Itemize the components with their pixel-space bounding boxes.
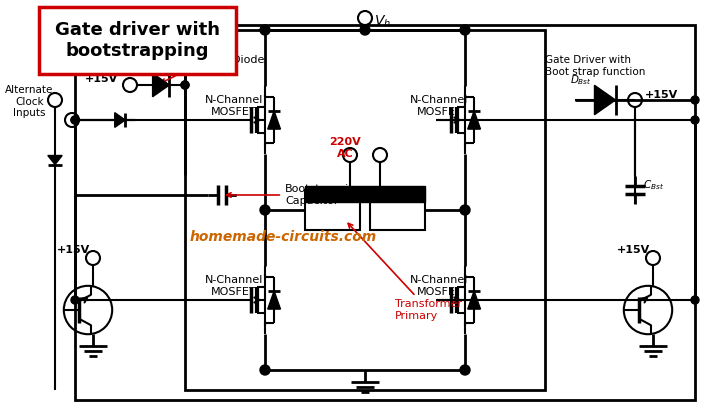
Bar (305, 186, 425, 202)
Bar (370, 190, 425, 230)
Circle shape (260, 365, 270, 375)
Text: N-Channel
MOSFET: N-Channel MOSFET (410, 95, 469, 116)
Text: N-Channel
MOSFET: N-Channel MOSFET (205, 275, 263, 297)
Text: $C_{Bst}$: $C_{Bst}$ (643, 178, 664, 192)
Polygon shape (115, 113, 125, 127)
Circle shape (691, 116, 699, 124)
Text: +15V: +15V (645, 90, 678, 100)
Text: $V_h$: $V_h$ (374, 14, 391, 30)
Circle shape (460, 365, 470, 375)
Circle shape (691, 296, 699, 304)
Text: Alternate
Clock
Inputs: Alternate Clock Inputs (5, 85, 53, 118)
Polygon shape (268, 111, 280, 129)
Text: +15V: +15V (85, 74, 119, 84)
Circle shape (71, 296, 79, 304)
Circle shape (181, 81, 189, 89)
Text: +15V: +15V (616, 245, 650, 255)
Circle shape (460, 205, 470, 215)
Polygon shape (153, 73, 170, 97)
Text: +15V: +15V (56, 245, 89, 255)
Text: Bootstrapping
Capacitor: Bootstrapping Capacitor (226, 184, 364, 206)
Polygon shape (468, 111, 481, 129)
Text: Gate Driver with
Boot strap function: Gate Driver with Boot strap function (545, 55, 645, 77)
Text: Bootstrapping Diode: Bootstrapping Diode (150, 55, 264, 83)
FancyBboxPatch shape (39, 7, 236, 74)
Circle shape (360, 25, 370, 35)
Text: N-Channel
MOSFET: N-Channel MOSFET (205, 95, 263, 116)
Polygon shape (48, 156, 62, 164)
Polygon shape (268, 291, 280, 309)
Circle shape (460, 25, 470, 35)
Circle shape (71, 116, 79, 124)
Circle shape (691, 96, 699, 104)
Text: Gate driver with
bootstrapping: Gate driver with bootstrapping (55, 21, 220, 60)
Text: N-Channel
MOSFET: N-Channel MOSFET (410, 275, 469, 297)
Text: 220V
AC: 220V AC (329, 137, 361, 158)
Text: homemade-circuits.com: homemade-circuits.com (190, 230, 377, 244)
Bar (185, 30, 545, 390)
Text: Transformer
Primary: Transformer Primary (348, 223, 462, 321)
Polygon shape (468, 291, 481, 309)
Circle shape (260, 205, 270, 215)
Circle shape (181, 81, 189, 89)
Polygon shape (594, 85, 616, 115)
Text: $D_{Bst}$: $D_{Bst}$ (570, 73, 592, 87)
Bar (305, 190, 360, 230)
Circle shape (71, 116, 79, 124)
Bar (75, 25, 695, 400)
Circle shape (260, 25, 270, 35)
